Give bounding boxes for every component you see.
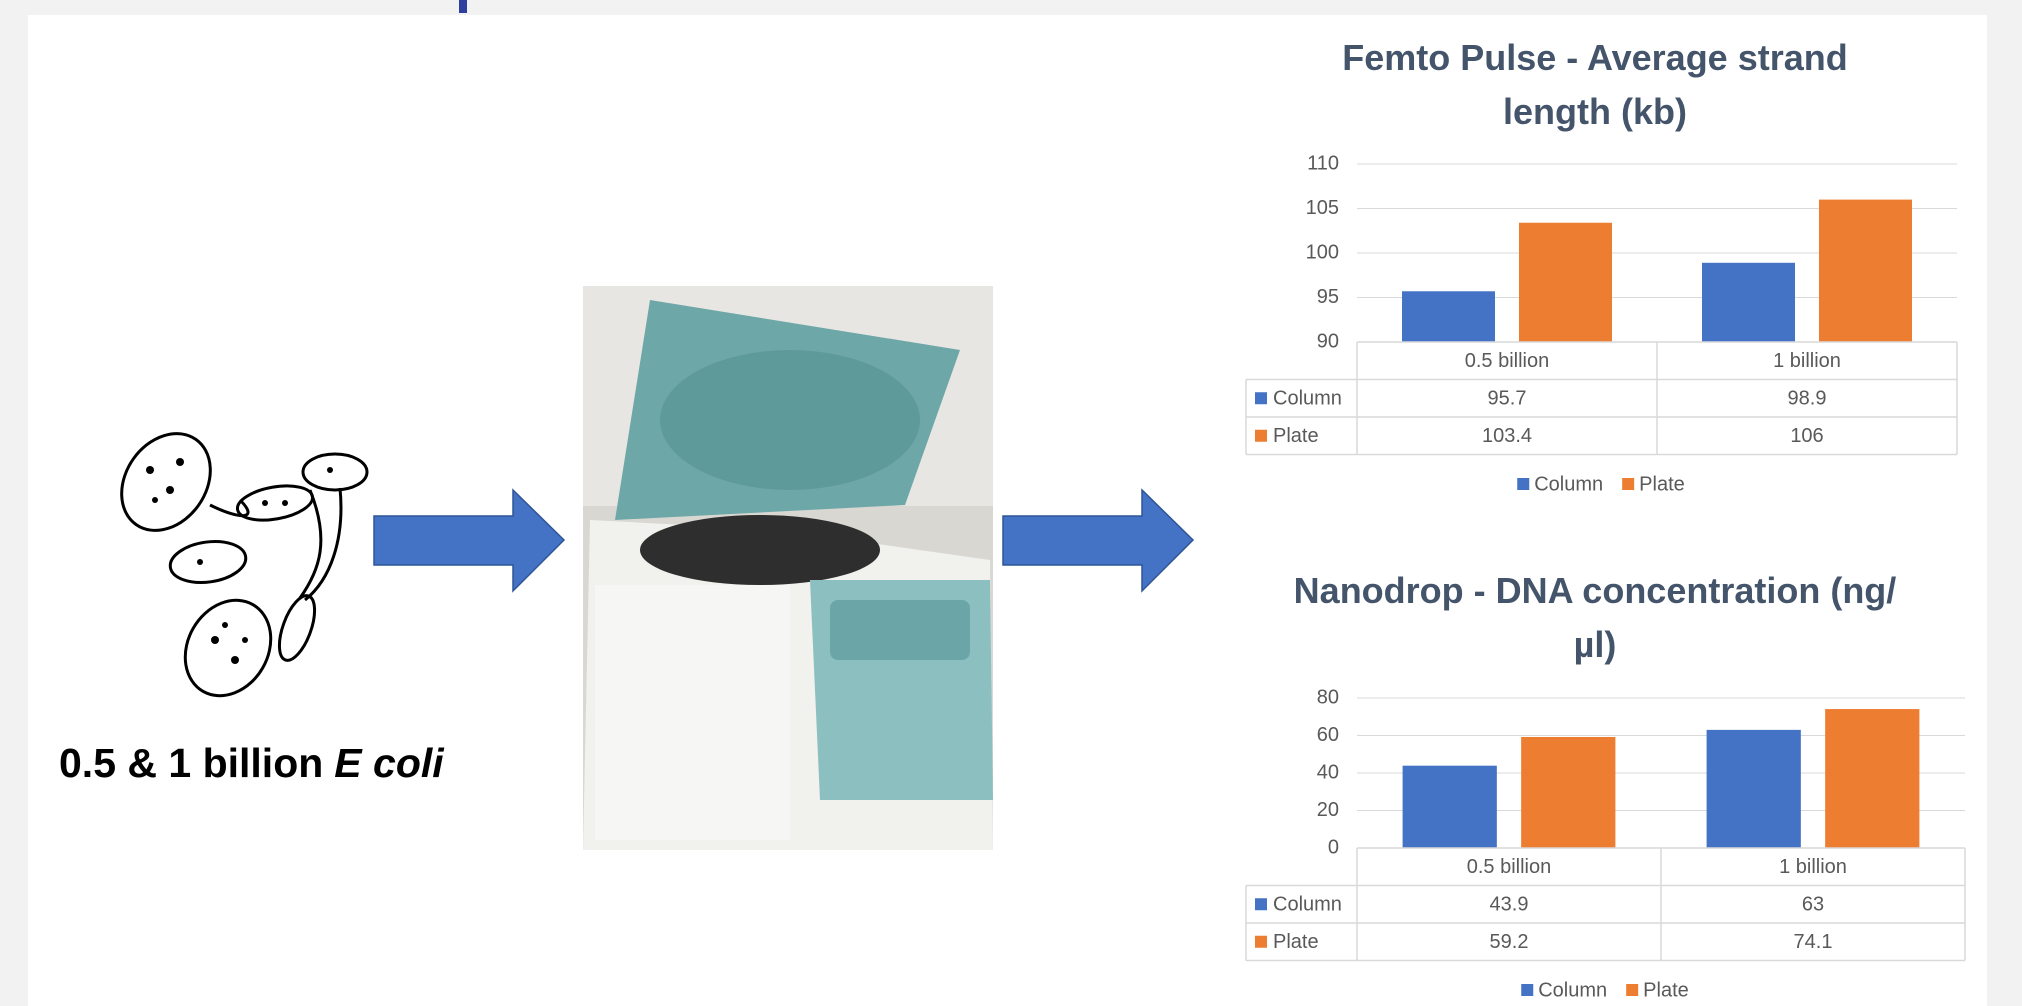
- slide-canvas: 90 95 100 105 110 0.5 billion 1 billion Column 9…: [0, 0, 2022, 1006]
- y-tick-label: 110: [1307, 152, 1339, 174]
- legend-key: [1517, 478, 1529, 490]
- table-value: 63: [1802, 894, 1824, 916]
- table-legend-key: [1255, 392, 1267, 404]
- table-value: 103.4: [1482, 425, 1532, 447]
- y-tick-label: 40: [1317, 761, 1339, 783]
- category-label: 1 billion: [1773, 350, 1841, 372]
- y-tick-label: 95: [1317, 286, 1339, 308]
- y-tick-label: 60: [1317, 724, 1339, 746]
- legend-label: Plate: [1639, 473, 1685, 495]
- top-marker: [459, 0, 467, 13]
- bar: [1707, 730, 1801, 848]
- centrifuge-photo: [583, 286, 993, 850]
- y-tick-label: 105: [1306, 197, 1339, 219]
- bar: [1402, 291, 1495, 342]
- table-series-name: Plate: [1273, 931, 1319, 953]
- y-tick-label: 20: [1317, 799, 1339, 821]
- table-series-name: Column: [1273, 388, 1342, 410]
- y-tick-label: 80: [1317, 686, 1339, 708]
- table-value: 59.2: [1490, 931, 1529, 953]
- category-label: 1 billion: [1779, 856, 1847, 878]
- legend-label: Column: [1534, 473, 1603, 495]
- chart-title: Nanodrop - DNA concentration (ng/µl): [1290, 564, 1900, 672]
- y-tick-label: 100: [1306, 241, 1339, 263]
- legend-key: [1521, 984, 1533, 996]
- legend-label: Plate: [1643, 979, 1689, 1001]
- bar: [1702, 263, 1795, 342]
- bar: [1819, 200, 1912, 342]
- chart-title: Femto Pulse - Average strand length (kb): [1290, 31, 1900, 139]
- legend-key: [1626, 984, 1638, 996]
- bar: [1403, 766, 1497, 848]
- caption-species: E coli: [334, 740, 443, 786]
- table-value: 74.1: [1794, 931, 1833, 953]
- y-tick-label: 90: [1317, 330, 1339, 352]
- table-legend-key: [1255, 430, 1267, 442]
- caption-text: 0.5 & 1 billion: [59, 740, 323, 786]
- table-legend-key: [1255, 936, 1267, 948]
- slide: 90 95 100 105 110 0.5 billion 1 billion Column 9…: [0, 0, 2022, 1006]
- category-label: 0.5 billion: [1467, 856, 1552, 878]
- table-value: 98.9: [1788, 388, 1827, 410]
- legend-label: Column: [1538, 979, 1607, 1001]
- table-value: 95.7: [1488, 388, 1527, 410]
- table-series-name: Plate: [1273, 425, 1319, 447]
- table-series-name: Column: [1273, 894, 1342, 916]
- table-value: 43.9: [1490, 894, 1529, 916]
- table-legend-key: [1255, 898, 1267, 910]
- category-label: 0.5 billion: [1465, 350, 1550, 372]
- bar: [1825, 709, 1919, 848]
- y-tick-label: 0: [1328, 836, 1339, 858]
- bar: [1519, 223, 1612, 342]
- table-value: 106: [1790, 425, 1823, 447]
- bar: [1521, 737, 1615, 848]
- legend-key: [1622, 478, 1634, 490]
